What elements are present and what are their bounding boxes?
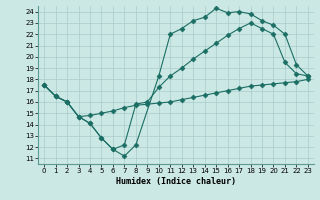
X-axis label: Humidex (Indice chaleur): Humidex (Indice chaleur) [116,177,236,186]
